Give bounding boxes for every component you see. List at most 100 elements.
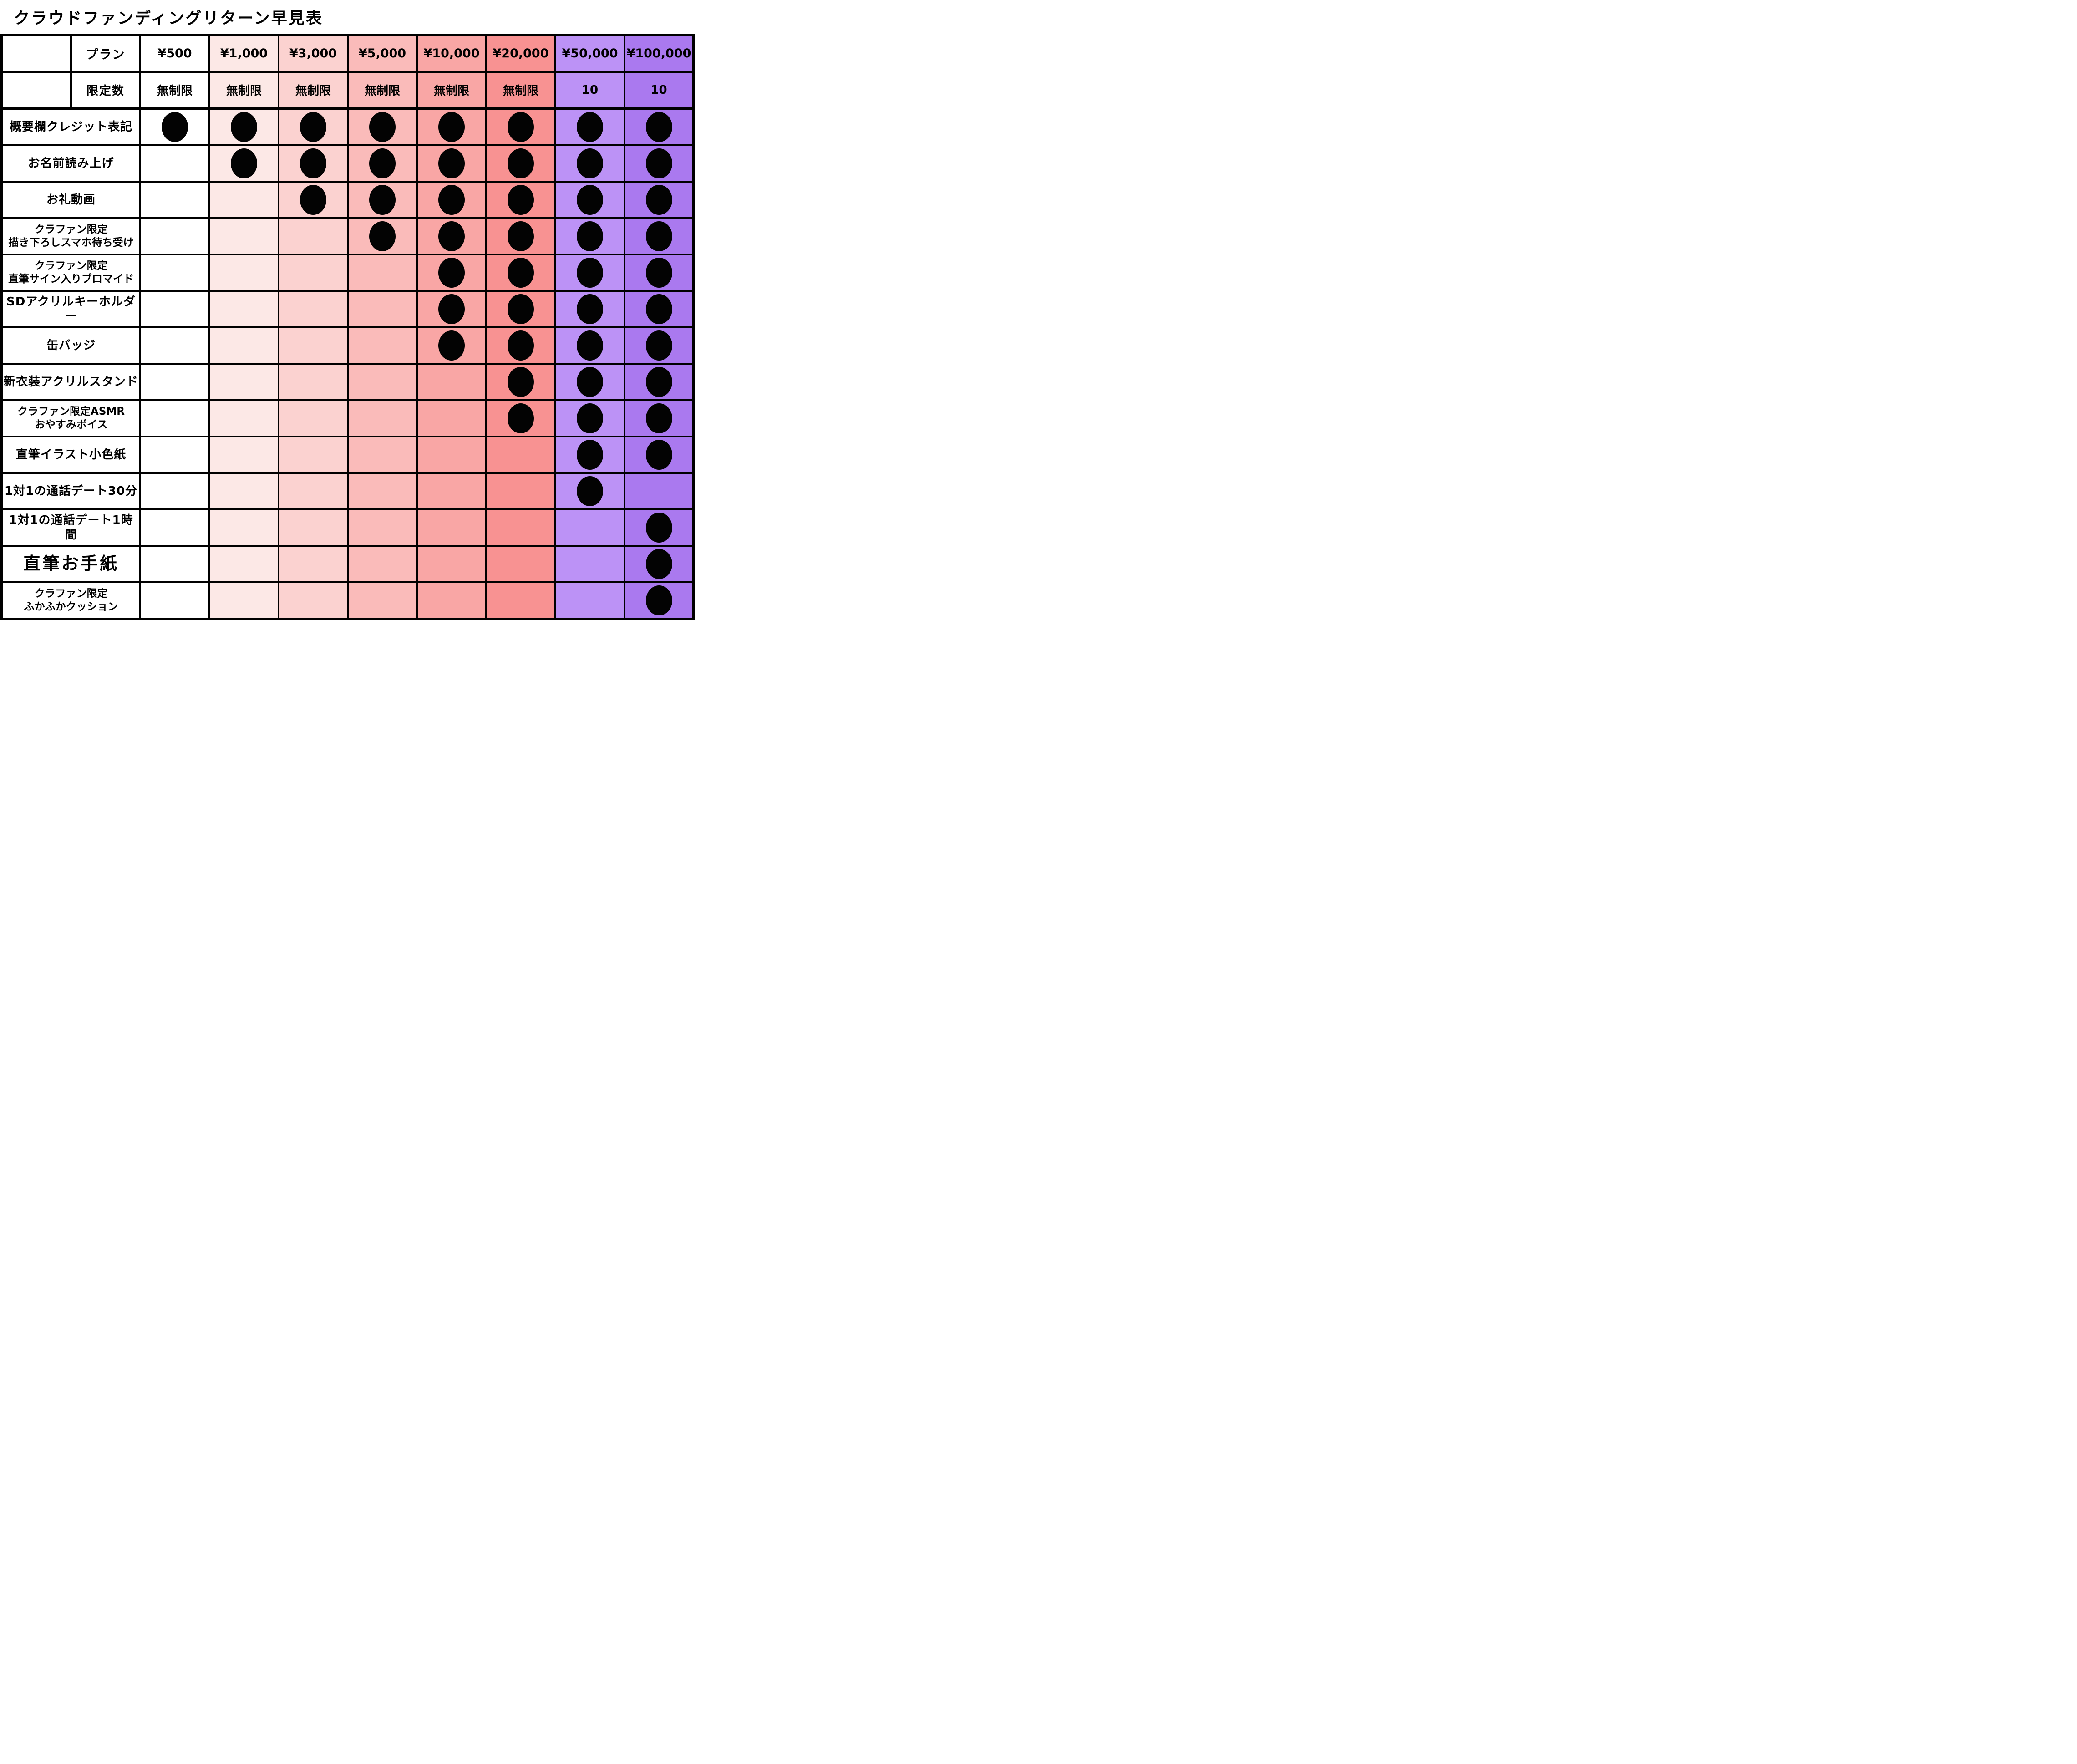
feature-cell-r5-c0 [139,290,210,328]
feature-cell-r13-c0 [139,581,210,620]
plan-limit-4: 無制限 [416,71,487,110]
feature-row-6: 缶バッジ [0,326,695,365]
feature-cell-r11-c3 [347,508,418,547]
included-dot [645,585,672,615]
feature-cell-r7-c1 [208,363,279,401]
feature-cell-r7-c4 [416,363,487,401]
included-dot [438,112,465,142]
included-dot [300,148,326,178]
feature-cell-r10-c7 [624,472,695,510]
feature-cell-r5-c5 [485,290,556,328]
feature-cell-r7-c7 [624,363,695,401]
feature-cell-r9-c5 [485,436,556,474]
included-dot [438,330,465,361]
feature-cell-r3-c1 [208,217,279,255]
feature-cell-r1-c0 [139,144,210,183]
included-dot [577,294,603,324]
feature-cell-r10-c2 [278,472,349,510]
feature-label-5: SDアクリルキーホルダー [0,290,141,328]
included-dot [508,221,534,251]
included-dot [508,185,534,215]
feature-cell-r5-c2 [278,290,349,328]
corner-cell [0,71,72,110]
included-dot [645,185,672,215]
included-dot [577,367,603,397]
feature-cell-r1-c7 [624,144,695,183]
feature-cell-r12-c2 [278,545,349,583]
feature-label-line: SDアクリルキーホルダー [6,295,136,324]
feature-cell-r3-c7 [624,217,695,255]
plan-price-3: ¥5,000 [347,34,418,73]
feature-cell-r13-c5 [485,581,556,620]
plan-price-2: ¥3,000 [278,34,349,73]
feature-cell-r12-c4 [416,545,487,583]
feature-cell-r4-c4 [416,254,487,292]
feature-cell-r9-c1 [208,436,279,474]
included-dot [645,367,672,397]
feature-cell-r7-c2 [278,363,349,401]
feature-label-line: 直筆サイン入りブロマイド [8,273,134,285]
feature-label-8: クラファン限定ASMR おやすみボイス [0,399,141,437]
feature-label-line: 缶バッジ [46,338,96,352]
feature-cell-r8-c5 [485,399,556,437]
included-dot [645,148,672,178]
feature-row-8: クラファン限定ASMR おやすみボイス [0,399,695,437]
included-dot [645,440,672,470]
feature-cell-r8-c6 [554,399,625,437]
plan-limit-5: 無制限 [485,71,556,110]
feature-cell-r11-c7 [624,508,695,547]
plan-price-4: ¥10,000 [416,34,487,73]
plan-price-6: ¥50,000 [554,34,625,73]
included-dot [231,112,257,142]
feature-row-1: お名前読み上げ [0,144,695,183]
included-dot [645,549,672,579]
limit-header-row: 限定数 無制限 無制限 無制限 無制限 無制限 無制限 10 10 [0,71,695,110]
feature-cell-r0-c4 [416,107,487,146]
feature-row-3: クラファン限定 描き下ろしスマホ待ち受け [0,217,695,255]
included-dot [369,148,396,178]
included-dot [231,148,257,178]
feature-cell-r4-c6 [554,254,625,292]
feature-cell-r11-c6 [554,508,625,547]
feature-cell-r5-c1 [208,290,279,328]
feature-cell-r10-c4 [416,472,487,510]
feature-label-0: 概要欄クレジット表記 [0,107,141,146]
included-dot [369,221,396,251]
feature-cell-r3-c5 [485,217,556,255]
feature-row-4: クラファン限定 直筆サイン入りブロマイド [0,254,695,292]
feature-cell-r5-c4 [416,290,487,328]
feature-cell-r9-c7 [624,436,695,474]
plan-price-7: ¥100,000 [624,34,695,73]
feature-cell-r0-c6 [554,107,625,146]
feature-label-12: 直筆お手紙 [0,545,141,583]
feature-cell-r7-c5 [485,363,556,401]
included-dot [508,112,534,142]
feature-cell-r8-c2 [278,399,349,437]
plan-limit-2: 無制限 [278,71,349,110]
feature-cell-r12-c1 [208,545,279,583]
feature-label-11: 1対1の通話デート1時間 [0,508,141,547]
plan-limit-6: 10 [554,71,625,110]
plan-limit-3: 無制限 [347,71,418,110]
feature-cell-r1-c4 [416,144,487,183]
page-title: クラウドファンディングリターン早見表 [14,10,323,28]
feature-cell-r6-c0 [139,326,210,365]
feature-cell-r2-c7 [624,181,695,219]
included-dot [369,112,396,142]
feature-cell-r2-c2 [278,181,349,219]
feature-label-4: クラファン限定 直筆サイン入りブロマイド [0,254,141,292]
feature-cell-r11-c1 [208,508,279,547]
feature-cell-r10-c3 [347,472,418,510]
included-dot [508,367,534,397]
feature-cell-r7-c6 [554,363,625,401]
feature-cell-r4-c7 [624,254,695,292]
feature-cell-r3-c3 [347,217,418,255]
plan-limit-0: 無制限 [139,71,210,110]
feature-cell-r10-c6 [554,472,625,510]
plan-header-label: プラン [70,34,141,73]
feature-cell-r10-c1 [208,472,279,510]
feature-label-13: クラファン限定 ふかふかクッション [0,581,141,620]
feature-cell-r6-c2 [278,326,349,365]
feature-cell-r13-c2 [278,581,349,620]
feature-cell-r3-c4 [416,217,487,255]
